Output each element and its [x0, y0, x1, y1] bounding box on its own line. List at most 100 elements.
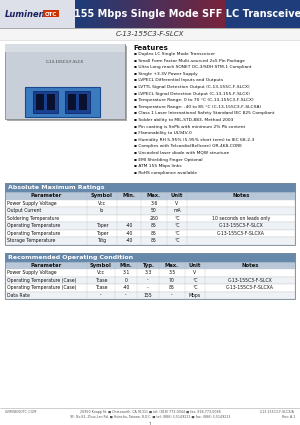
Bar — [76, 0, 77, 28]
Bar — [65, 91, 90, 113]
Text: mA: mA — [173, 208, 181, 213]
Bar — [90, 0, 91, 28]
Text: Notes: Notes — [232, 193, 250, 198]
Text: 85: 85 — [151, 223, 157, 228]
Bar — [94, 0, 95, 28]
Bar — [216, 0, 217, 28]
Bar — [185, 0, 186, 28]
Text: Symbol: Symbol — [90, 263, 112, 268]
Bar — [119, 0, 120, 28]
Bar — [159, 0, 160, 28]
Text: ▪ Temperature Range: 0 to 70 °C (C-13-155C3-F-SLCX): ▪ Temperature Range: 0 to 70 °C (C-13-15… — [134, 98, 254, 102]
Bar — [168, 0, 169, 28]
Text: °C: °C — [174, 223, 180, 228]
Bar — [178, 0, 179, 28]
Bar — [196, 0, 197, 28]
Bar — [123, 0, 124, 28]
Bar — [207, 0, 208, 28]
Text: Min.: Min. — [120, 263, 132, 268]
Text: Tcase: Tcase — [95, 285, 107, 290]
Bar — [204, 0, 205, 28]
Bar — [153, 0, 154, 28]
Bar — [164, 0, 165, 28]
Text: ▪ Temperature Range: -40 to 85 °C (C-13-155C3-F-SLCXA): ▪ Temperature Range: -40 to 85 °C (C-13-… — [134, 105, 261, 109]
Bar — [160, 0, 161, 28]
Text: -: - — [171, 293, 173, 298]
Bar — [5, 277, 295, 284]
Bar — [111, 0, 112, 28]
Bar — [112, 0, 113, 28]
Bar — [5, 237, 295, 244]
Bar — [77, 0, 78, 28]
Text: Toper: Toper — [96, 231, 108, 236]
Bar — [5, 207, 295, 215]
Bar — [142, 0, 143, 28]
Bar — [222, 0, 223, 28]
Bar — [115, 0, 116, 28]
Text: 1: 1 — [148, 422, 152, 425]
Bar — [80, 0, 81, 28]
Text: 260: 260 — [150, 216, 158, 221]
Bar — [213, 0, 214, 28]
Bar — [81, 0, 82, 28]
Text: C-13-155C3-F-SLCX: C-13-155C3-F-SLCX — [228, 278, 272, 283]
Bar — [170, 0, 171, 28]
Bar — [5, 215, 295, 222]
Bar — [128, 0, 129, 28]
Bar — [133, 0, 134, 28]
Bar — [162, 0, 163, 28]
Text: 20950 Knapp St. ■ Chatsworth, CA 91311 ■ tel: (818) 773-0044 ■ fax: 818-773-0088: 20950 Knapp St. ■ Chatsworth, CA 91311 ■… — [80, 410, 220, 414]
Bar — [47, 94, 55, 110]
Bar — [150, 0, 151, 28]
Bar — [190, 0, 191, 28]
Text: Tcase: Tcase — [95, 278, 107, 283]
Bar — [138, 0, 139, 28]
Bar — [210, 0, 211, 28]
Text: ▪ RoHS compliance available: ▪ RoHS compliance available — [134, 171, 197, 175]
Text: -: - — [147, 278, 149, 283]
Bar — [114, 0, 115, 28]
Text: °C: °C — [174, 238, 180, 243]
Bar — [0, 0, 75, 28]
Text: ▪ LVTTL Signal Detection Output (C-13-155C-F-SLCX): ▪ LVTTL Signal Detection Output (C-13-15… — [134, 85, 250, 89]
Bar — [173, 0, 174, 28]
Text: ▪ EMI Shielding Finger Optional: ▪ EMI Shielding Finger Optional — [134, 158, 202, 162]
Text: Storage Temperature: Storage Temperature — [7, 238, 56, 243]
Bar — [88, 0, 89, 28]
Text: Parameter: Parameter — [30, 193, 62, 198]
Bar — [104, 0, 105, 28]
Text: Notes: Notes — [241, 263, 259, 268]
Text: ▪ Small Form Factor Multi-sourced 2x5 Pin Package: ▪ Small Form Factor Multi-sourced 2x5 Pi… — [134, 59, 245, 62]
Text: ▪ Duplex LC Single Mode Transceiver: ▪ Duplex LC Single Mode Transceiver — [134, 52, 215, 56]
Text: Features: Features — [133, 45, 168, 51]
Text: 85: 85 — [151, 231, 157, 236]
Bar — [202, 0, 203, 28]
Text: Absolute Maximum Ratings: Absolute Maximum Ratings — [8, 185, 104, 190]
Bar — [155, 0, 156, 28]
Bar — [103, 0, 104, 28]
Bar — [195, 0, 196, 28]
Bar — [171, 0, 172, 28]
Bar — [75, 0, 76, 28]
Bar — [187, 0, 188, 28]
Bar — [5, 183, 295, 244]
Bar — [5, 284, 295, 292]
Bar — [126, 0, 127, 28]
Bar — [180, 0, 181, 28]
Text: 3.1: 3.1 — [122, 270, 130, 275]
Bar — [161, 0, 162, 28]
Bar — [131, 0, 132, 28]
Bar — [163, 0, 164, 28]
Bar — [165, 0, 166, 28]
Bar — [92, 0, 93, 28]
Text: 50: 50 — [151, 208, 157, 213]
Bar — [206, 0, 207, 28]
Text: Operating Temperature: Operating Temperature — [7, 231, 60, 236]
Bar — [98, 0, 99, 28]
Text: ▪ LVPECL Signal Detection Output (C-13-155-F-SLCX): ▪ LVPECL Signal Detection Output (C-13-1… — [134, 92, 250, 96]
Text: Unit: Unit — [189, 263, 201, 268]
Bar — [148, 0, 149, 28]
Bar — [25, 87, 100, 117]
Text: Operating Temperature: Operating Temperature — [7, 223, 60, 228]
Bar — [135, 0, 136, 28]
